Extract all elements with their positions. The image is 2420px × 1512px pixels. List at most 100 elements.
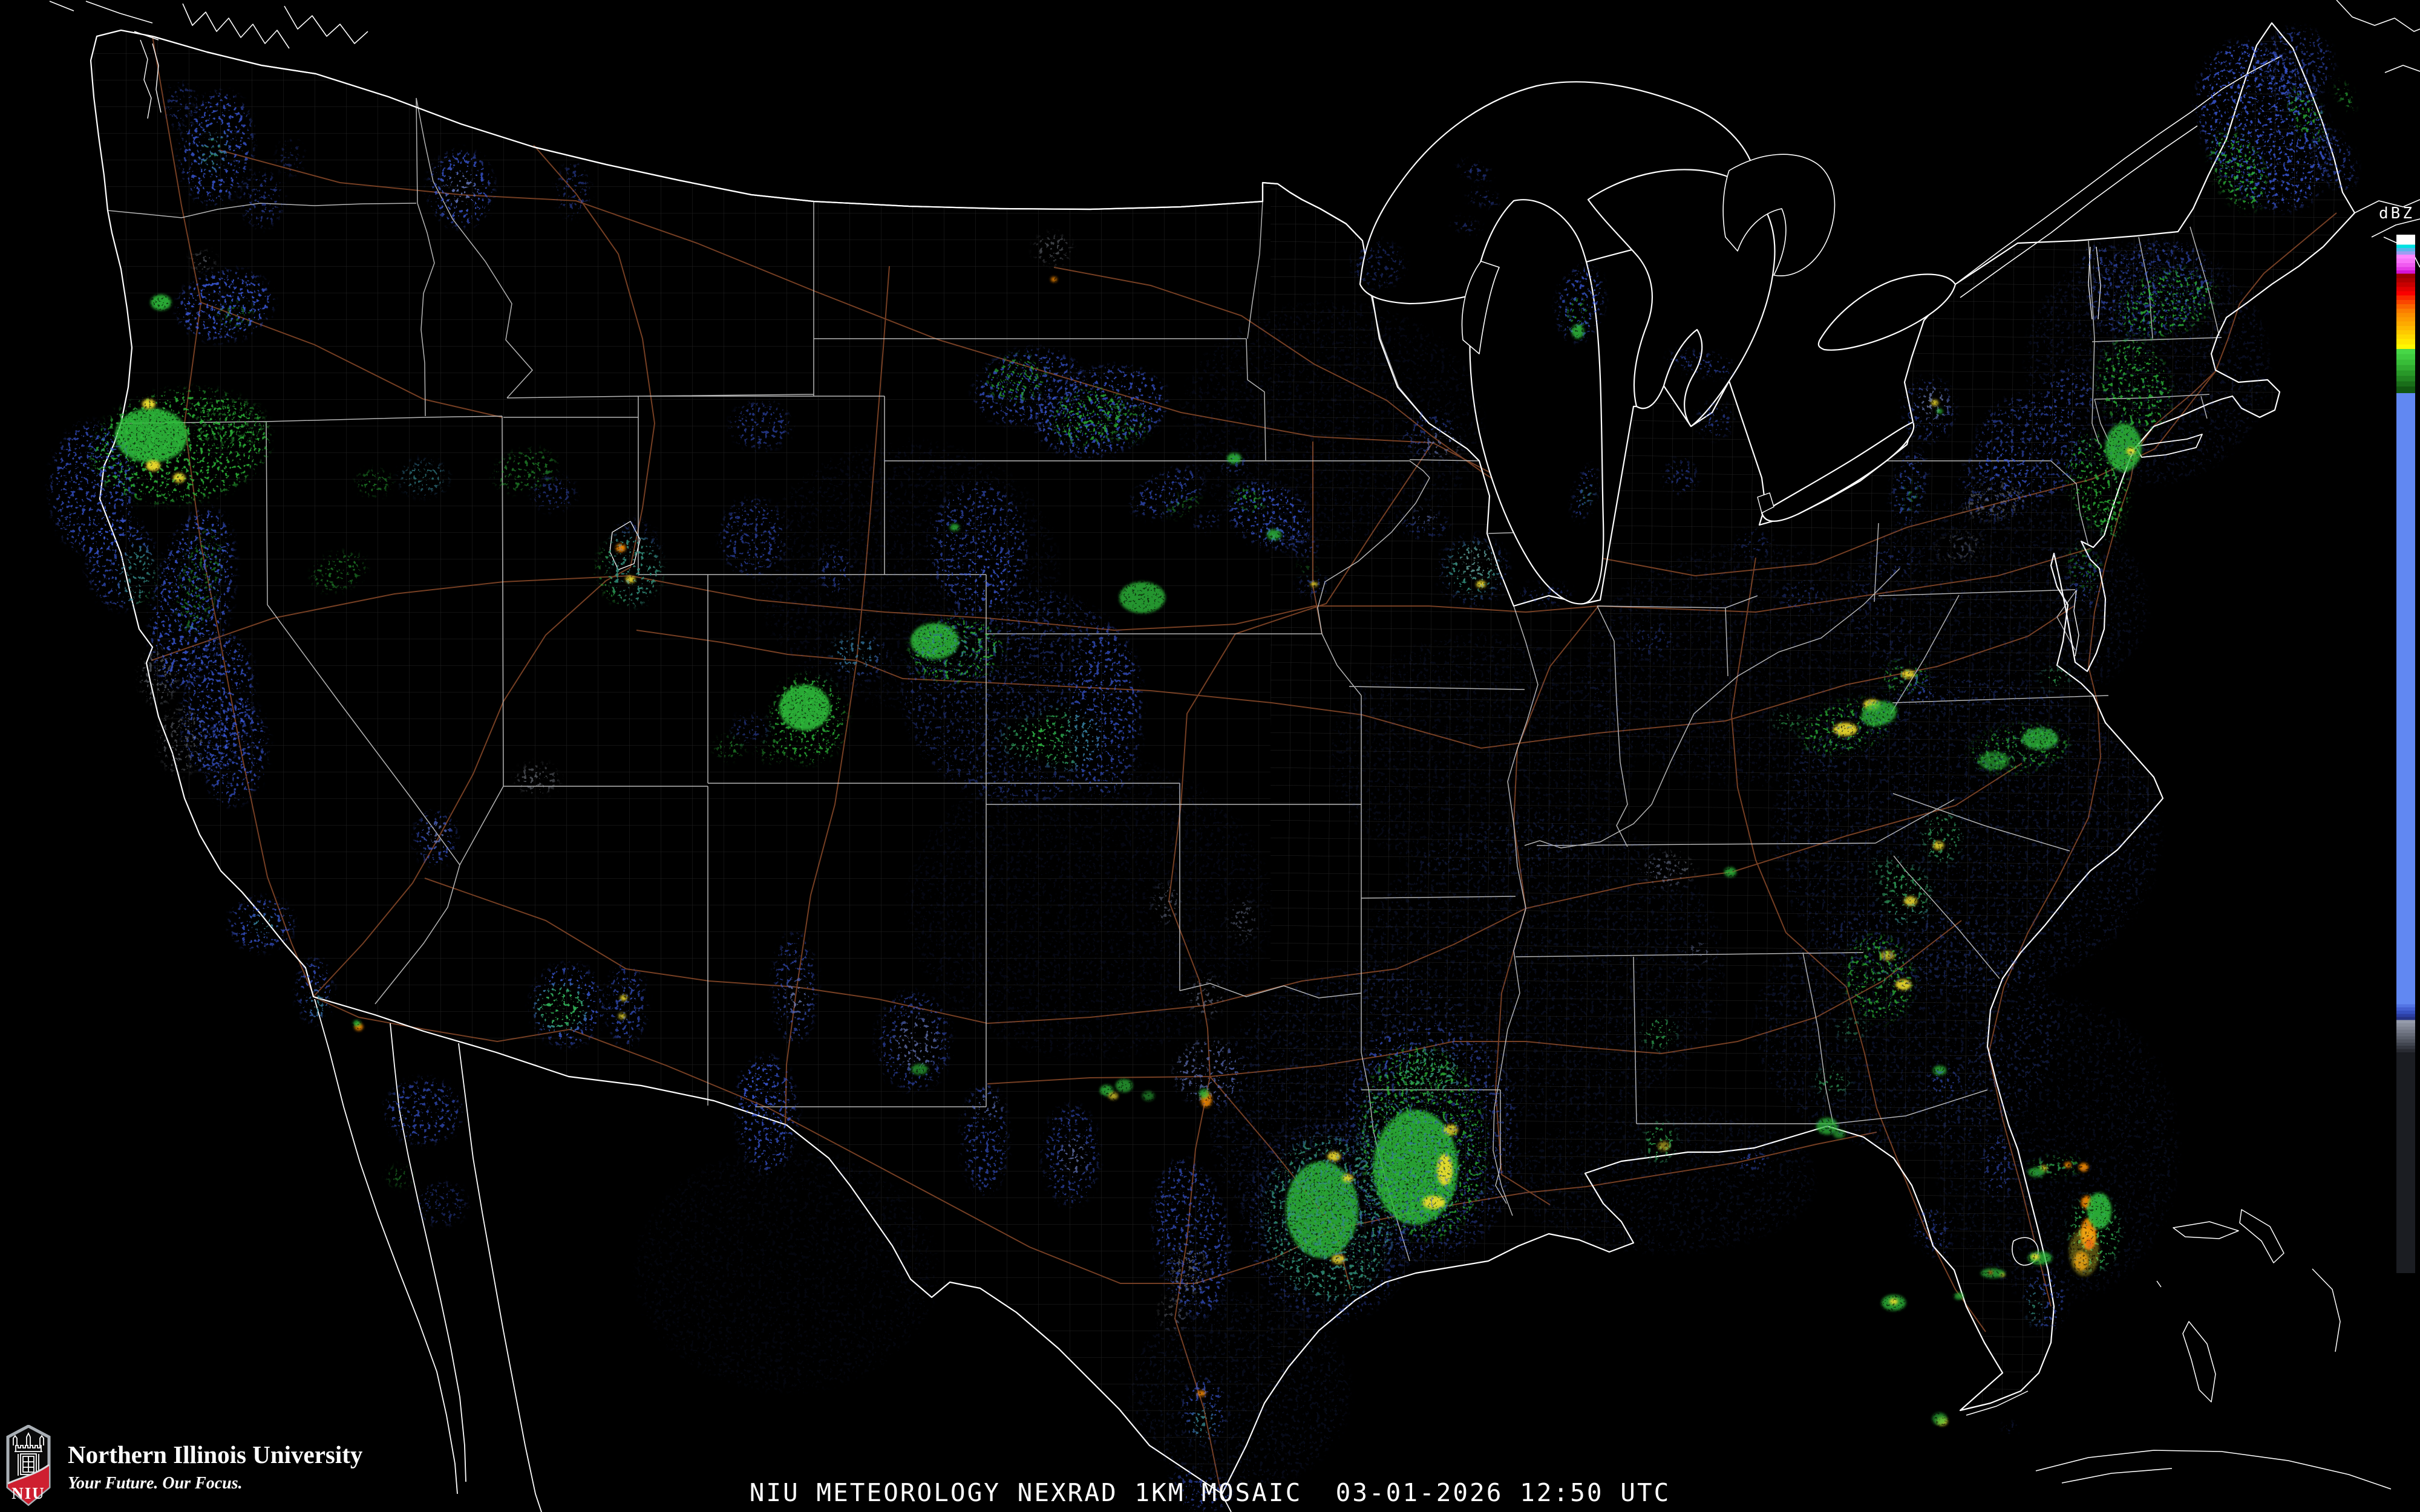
radar-echo (2004, 1424, 2016, 1431)
shield-swoosh (8, 1465, 49, 1504)
maritime-canada-coast (2336, 0, 2420, 268)
radar-echo (178, 530, 221, 631)
radar-echo (1165, 493, 1200, 517)
radar-echo (241, 173, 283, 226)
niu-wordmark: Northern Illinois University Your Future… (68, 1441, 362, 1493)
radar-echo (1903, 481, 1918, 511)
radar-echo (312, 553, 365, 590)
radar-echo (2336, 81, 2354, 110)
lake-st-clair (1757, 492, 1774, 513)
radar-echo (278, 140, 302, 174)
radar-echo (142, 399, 155, 409)
radar-echo (1180, 302, 1482, 544)
university-tagline: Your Future. Our Focus. (68, 1474, 243, 1493)
radar-echo (1668, 351, 1735, 376)
radar-echo (1068, 628, 1141, 797)
radar-echo (779, 685, 830, 731)
radar-echo (1932, 1413, 1947, 1425)
canada-border (152, 35, 1363, 241)
radar-echo (173, 473, 185, 483)
radar-echo (618, 1013, 626, 1019)
product-caption: NIU METEOROLOGY NEXRAD 1KM MOSAIC 03-01-… (749, 1478, 1671, 1507)
radar-echo (788, 980, 807, 1014)
radar-echo (1100, 1085, 1113, 1096)
radar-echo (353, 1020, 361, 1026)
radar-echo (1459, 162, 1491, 180)
bahamas-coast (2156, 1209, 2341, 1403)
radar-echo (1199, 1089, 1209, 1098)
radar-echo (399, 460, 448, 496)
radar-echo (1580, 484, 1592, 508)
radar-echo (1665, 460, 1696, 494)
radar-echo (115, 408, 188, 463)
lake-erie (1761, 421, 1915, 522)
radar-echo (739, 1064, 773, 1113)
castle-icon (13, 1432, 44, 1476)
radar-echo (178, 271, 272, 340)
radar-echo (151, 295, 171, 310)
radar-echo (1061, 1138, 1087, 1175)
radar-echo (987, 356, 1045, 401)
georgian-bay (1722, 154, 1836, 276)
radar-echo (200, 129, 226, 171)
radar-echo (252, 916, 276, 933)
radar-echo (1172, 1243, 1206, 1294)
radar-echo (1520, 584, 1571, 605)
radar-echo (2210, 132, 2267, 209)
radar-echo (1954, 1292, 1964, 1300)
radar-echo (1889, 1299, 1898, 1305)
radar-echo (1698, 403, 1732, 437)
shield-abbr: NIU (11, 1484, 45, 1502)
puget-sound-detail (140, 39, 162, 119)
florida-keys (1966, 1390, 2029, 1416)
radar-echo (194, 399, 266, 448)
radar-echo (1142, 1091, 1154, 1101)
radar-echo (427, 823, 446, 847)
radar-echo (635, 1149, 938, 1391)
radar-echo (620, 995, 627, 1001)
radar-echo (1310, 582, 1318, 587)
radar-echo (386, 1080, 461, 1143)
radar-echo (1180, 1478, 1231, 1510)
radar-echo (146, 460, 160, 471)
radar-echo (166, 84, 197, 128)
radar-echo (532, 476, 575, 510)
radar-echo (1003, 720, 1051, 758)
radar-echo (191, 252, 215, 271)
radar-echo (908, 756, 1270, 1058)
radar-echo (1585, 544, 1924, 786)
radar-echo (218, 302, 254, 327)
niu-branding: NIU Northern Illinois University Your Fu… (5, 1425, 362, 1506)
radar-echo (1845, 496, 2148, 714)
radar-echo (732, 715, 768, 742)
radar-echo (2027, 242, 2269, 484)
radar-echo (159, 708, 204, 774)
niu-shield-logo: NIU (6, 1425, 51, 1506)
radar-echo (757, 738, 791, 762)
radar-echo (607, 520, 661, 605)
radar-echo (558, 164, 589, 217)
cuba-coast (2035, 1450, 2392, 1490)
radar-echo (1931, 400, 1938, 406)
radar-echo (1131, 1294, 1349, 1488)
radar-echo (357, 471, 391, 495)
radar-echo (2312, 127, 2356, 190)
radar-echo (1937, 409, 1943, 414)
radar-echo (1210, 968, 1512, 1270)
radar-echo (387, 1167, 411, 1186)
radar-echo (1724, 867, 1736, 877)
bc-coast (49, 1, 368, 49)
radar-echo (607, 965, 646, 1045)
radar-echo (756, 442, 1059, 708)
radar-echo (732, 402, 790, 448)
radar-echo (1101, 405, 1150, 442)
radar-echo (1572, 324, 1584, 339)
radar-echo (1512, 1107, 1815, 1252)
radar-echo-layer (51, 29, 2356, 1510)
radar-echo (120, 546, 156, 606)
radar-echo (537, 986, 586, 1029)
radar-echo (1936, 998, 2178, 1300)
radar-echo (715, 737, 744, 758)
radar-echo (1116, 1079, 1133, 1092)
